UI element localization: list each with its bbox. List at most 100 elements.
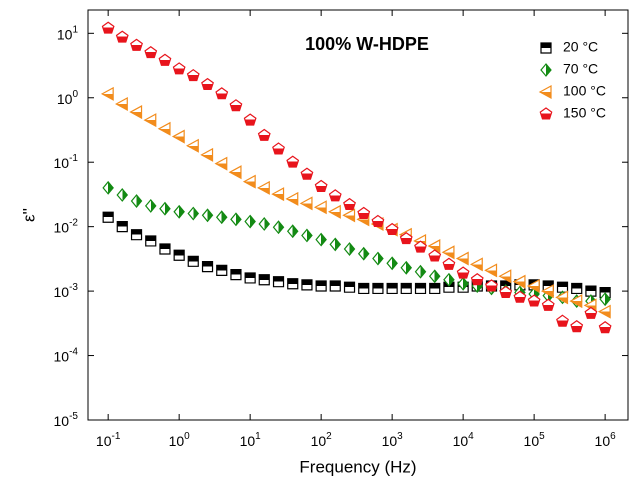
tick-label-exponent: -5 [69,411,78,422]
data-point [242,174,256,189]
x-axis-label: Frequency (Hz) [299,457,416,476]
data-point [314,179,328,192]
legend-label: 150 °C [563,105,606,121]
data-point [286,155,300,168]
data-point [102,180,114,195]
data-point [300,167,314,180]
tick-label-exponent: 2 [326,431,332,442]
data-point [385,222,399,236]
data-point [371,214,385,228]
data-point [527,294,541,307]
data-point [172,62,186,75]
data-point [512,274,526,289]
tick-label-base: 10 [54,413,70,429]
data-point [485,279,498,292]
data-point [272,220,285,235]
tick-label: 100 [57,88,79,106]
data-point [115,96,128,112]
tick-label-exponent: -2 [69,217,78,228]
data-point [584,306,598,319]
data-point [186,138,199,153]
tick-label-base: 10 [57,90,73,106]
data-point [400,260,413,275]
data-point [599,292,611,307]
data-point [228,165,242,180]
legend-marker [539,107,553,120]
data-point [244,214,256,229]
data-point [201,261,214,273]
data-point [229,99,243,112]
tick-label-base: 10 [524,433,540,449]
tick-label-base: 10 [169,433,185,449]
data-point [100,86,114,101]
data-point [144,45,158,59]
data-point [597,304,611,319]
plot-frame [87,9,629,421]
data-point [342,208,356,223]
data-point [556,314,569,327]
tick-label-base: 10 [453,433,469,449]
tick-label: 10-4 [54,346,79,364]
data-point [258,217,271,231]
data-point [343,197,356,211]
data-point [301,228,313,243]
data-point [116,188,129,202]
data-point [130,194,143,208]
data-point [299,196,313,211]
tick-label-exponent: -1 [69,153,78,164]
tick-label-base: 10 [54,284,70,300]
data-point [157,121,171,136]
legend-marker [540,42,552,54]
data-point [214,156,228,171]
data-point [455,251,469,266]
tick-label: 101 [240,431,262,449]
tick-label-exponent: 5 [539,431,545,442]
data-point [372,282,384,295]
data-point [358,282,370,295]
data-point [457,276,469,291]
tick-label-exponent: 4 [468,431,474,442]
data-point [158,53,172,66]
legend-marker [540,63,552,77]
data-point [414,264,427,279]
data-point [443,272,455,287]
data-point [386,282,398,295]
data-point [343,242,356,256]
data-point [428,249,442,262]
legend-marker [538,84,552,100]
data-point [357,206,371,219]
tick-label-exponent: 6 [610,431,616,442]
data-point [286,224,299,239]
data-point [287,278,299,290]
tick-label: 10-3 [54,282,79,300]
data-point [215,87,229,100]
tick-label-base: 10 [96,433,112,449]
data-point [116,221,128,233]
chart-title: 100% W-HDPE [305,34,429,54]
tick-label-exponent: 0 [184,431,190,442]
data-point [541,298,555,311]
data-point [327,204,341,219]
tick-label: 105 [524,431,546,449]
data-point [102,211,114,223]
data-point [526,278,540,294]
tick-label-base: 10 [54,219,70,235]
data-point [386,256,398,271]
data-point [230,212,242,227]
data-point [187,206,200,221]
data-point [427,239,441,254]
data-point [429,282,441,295]
tick-label-exponent: 1 [255,431,261,442]
data-point [285,191,299,206]
data-point [570,319,584,333]
data-point [271,187,285,202]
data-point [428,269,441,284]
data-point [414,282,427,295]
tick-label: 104 [453,431,475,449]
data-point [301,279,313,291]
data-point [442,257,456,270]
tick-label: 100 [169,431,191,449]
legend-label: 100 °C [563,83,606,99]
data-point [130,229,143,241]
tick-label-exponent: -3 [69,282,78,293]
